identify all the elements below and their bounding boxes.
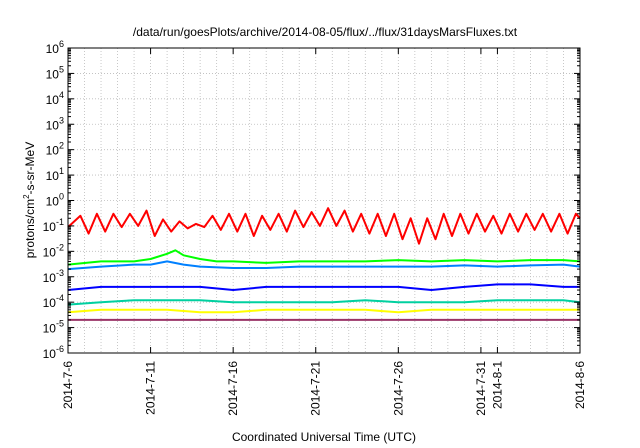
y-tick-label: 10-2 bbox=[43, 242, 64, 259]
y-tick-label: 106 bbox=[46, 39, 64, 56]
y-tick-label: 101 bbox=[46, 166, 64, 183]
y-axis-label-rest: -s-sr-MeV bbox=[23, 142, 37, 195]
series-line bbox=[67, 249, 581, 266]
x-tick-label: 2014-7-11 bbox=[144, 361, 158, 415]
y-tick-label: 10-4 bbox=[43, 293, 64, 310]
x-tick-label: 2014-7-31 bbox=[474, 361, 488, 416]
y-axis-ticks: 106 105 104 103 102 101 100 10-1 10-2 10-3 10-4 10-… bbox=[43, 39, 580, 361]
x-tick-label: 2014-7-26 bbox=[391, 361, 405, 416]
series-line bbox=[67, 299, 581, 306]
y-tick-label: 100 bbox=[46, 192, 64, 209]
y-tick-label: 103 bbox=[46, 115, 64, 132]
y-tick-label: 10-3 bbox=[43, 268, 64, 285]
x-tick-label: 2014-7-6 bbox=[61, 361, 75, 409]
x-tick-label: 2014-8-1 bbox=[490, 361, 504, 409]
x-axis-ticks: 2014-7-6 2014-7-11 2014-7-16 2014-7-21 2014-… bbox=[61, 48, 587, 416]
series-line bbox=[67, 260, 581, 271]
x-tick-label: 2014-7-21 bbox=[309, 361, 323, 416]
y-tick-label: 104 bbox=[46, 90, 64, 107]
y-tick-label: 102 bbox=[46, 141, 64, 158]
series-line bbox=[67, 308, 580, 314]
y-tick-label: 105 bbox=[46, 64, 64, 81]
x-tick-label: 2014-7-16 bbox=[226, 361, 240, 416]
series-line bbox=[67, 283, 580, 291]
y-axis-label-main: protons/cm bbox=[23, 199, 37, 258]
y-tick-label: 10-5 bbox=[43, 319, 64, 336]
y-axis-label: protons/cm2-s-sr-MeV bbox=[22, 142, 37, 258]
y-tick-label: 10-1 bbox=[43, 217, 64, 234]
x-axis-label: Coordinated Universal Time (UTC) bbox=[232, 430, 416, 444]
x-tick-label: 2014-8-6 bbox=[573, 361, 587, 409]
y-tick-label: 10-6 bbox=[43, 344, 64, 361]
chart-title: /data/run/goesPlots/archive/2014-08-05/f… bbox=[133, 25, 518, 39]
series-layer bbox=[67, 207, 581, 321]
series-line bbox=[67, 207, 581, 245]
y-axis-label-sup: 2 bbox=[22, 194, 31, 199]
grid bbox=[68, 48, 580, 353]
